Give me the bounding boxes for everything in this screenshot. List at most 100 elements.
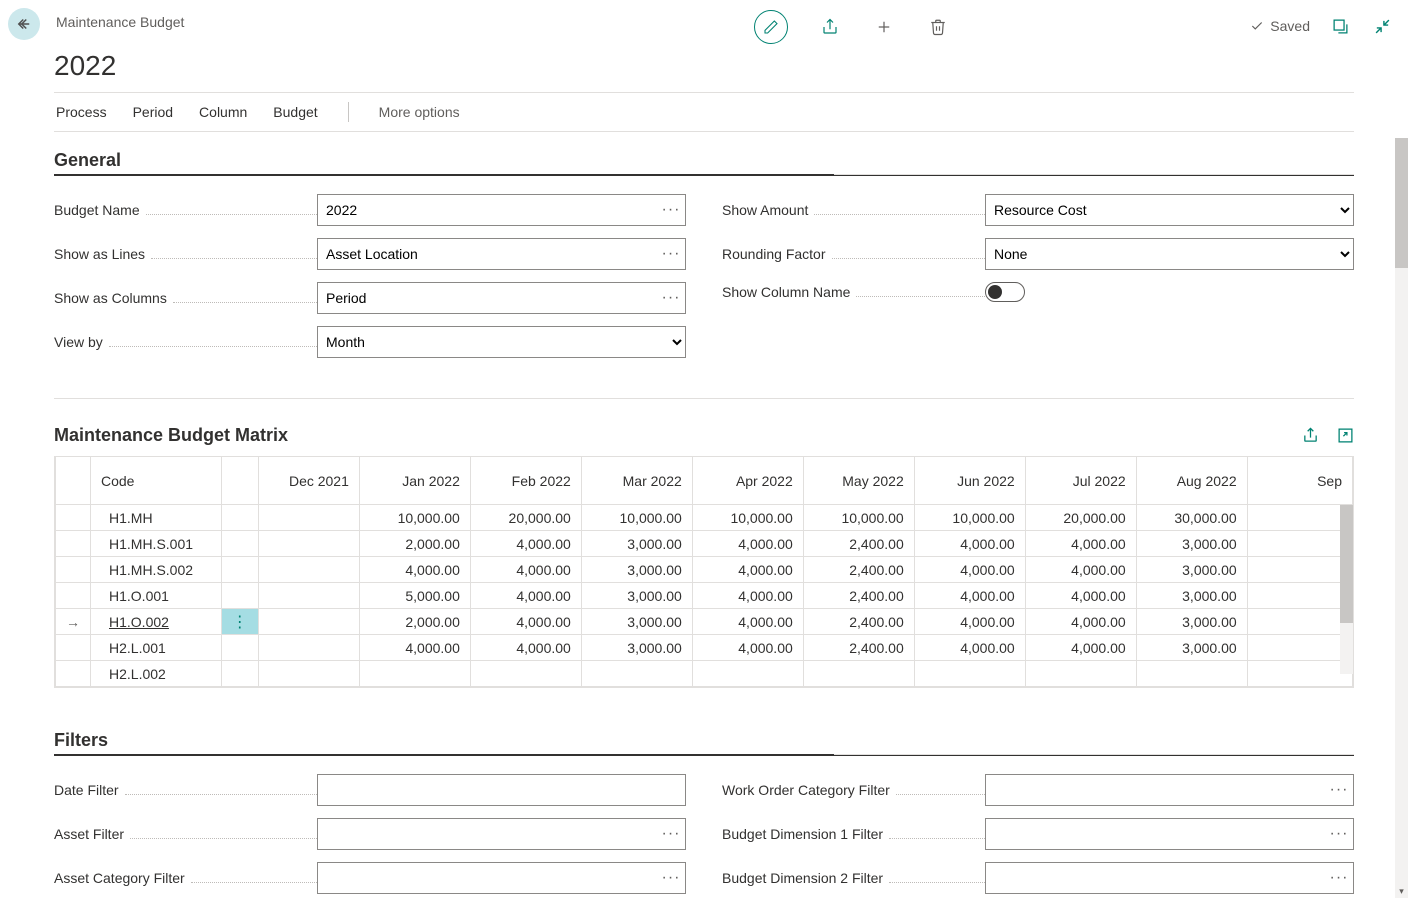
matrix-header-month[interactable]: Mar 2022 — [581, 457, 692, 505]
table-row[interactable]: →H1.O.002⋮2,000.004,000.003,000.004,000.… — [56, 609, 1353, 635]
matrix-header-month[interactable]: Feb 2022 — [470, 457, 581, 505]
lookup-budget_dim_1_filter[interactable]: ··· — [1325, 819, 1353, 849]
matrix-cell[interactable] — [1247, 635, 1352, 661]
matrix-cell[interactable] — [803, 661, 914, 687]
matrix-cell[interactable]: 4,000.00 — [1025, 609, 1136, 635]
matrix-cell[interactable]: 3,000.00 — [581, 583, 692, 609]
table-row[interactable]: H1.MH.S.0012,000.004,000.003,000.004,000… — [56, 531, 1353, 557]
matrix-cell[interactable]: 3,000.00 — [1136, 583, 1247, 609]
matrix-cell[interactable] — [914, 661, 1025, 687]
edit-button[interactable] — [754, 10, 788, 44]
lookup-budget-name[interactable]: ··· — [657, 195, 685, 225]
matrix-cell[interactable] — [258, 635, 359, 661]
input-date_filter[interactable] — [317, 774, 686, 806]
matrix-cell[interactable] — [258, 505, 359, 531]
row-code[interactable]: H1.MH.S.002 — [109, 562, 193, 578]
matrix-cell[interactable] — [1247, 505, 1352, 531]
row-code[interactable]: H1.O.001 — [109, 588, 169, 604]
matrix-cell[interactable]: 10,000.00 — [359, 505, 470, 531]
table-row[interactable]: H1.MH10,000.0020,000.0010,000.0010,000.0… — [56, 505, 1353, 531]
matrix-cell[interactable]: 5,000.00 — [359, 583, 470, 609]
input-show-as-cols[interactable]: ··· — [317, 282, 686, 314]
matrix-cell[interactable] — [1025, 661, 1136, 687]
menu-column[interactable]: Column — [199, 104, 247, 120]
back-button[interactable] — [8, 8, 40, 40]
matrix-header-month[interactable]: Sep — [1247, 457, 1352, 505]
matrix-cell[interactable]: 2,400.00 — [803, 557, 914, 583]
matrix-cell[interactable]: 3,000.00 — [1136, 609, 1247, 635]
matrix-cell[interactable]: 4,000.00 — [470, 557, 581, 583]
matrix-cell[interactable]: 4,000.00 — [470, 609, 581, 635]
matrix-header-month[interactable]: Aug 2022 — [1136, 457, 1247, 505]
input-date_filter-field[interactable] — [318, 782, 685, 798]
table-row[interactable]: H2.L.0014,000.004,000.003,000.004,000.00… — [56, 635, 1353, 661]
table-row[interactable]: H2.L.002 — [56, 661, 1353, 687]
select-show-amount[interactable]: Resource Cost — [986, 201, 1353, 219]
matrix-cell[interactable]: 4,000.00 — [359, 635, 470, 661]
menu-period[interactable]: Period — [133, 104, 173, 120]
row-code[interactable]: H1.MH — [109, 510, 153, 526]
input-view-by[interactable]: Month — [317, 326, 686, 358]
matrix-cell[interactable]: 20,000.00 — [470, 505, 581, 531]
select-view-by[interactable]: Month — [318, 333, 685, 351]
menu-more-options[interactable]: More options — [379, 104, 460, 120]
lookup-work_order_category_filter[interactable]: ··· — [1325, 775, 1353, 805]
matrix-cell[interactable] — [258, 609, 359, 635]
matrix-cell[interactable]: 2,000.00 — [359, 609, 470, 635]
matrix-cell[interactable]: 3,000.00 — [1136, 531, 1247, 557]
matrix-cell[interactable]: 4,000.00 — [692, 635, 803, 661]
matrix-cell[interactable]: 2,400.00 — [803, 583, 914, 609]
matrix-header-month[interactable]: Jun 2022 — [914, 457, 1025, 505]
input-asset_filter[interactable]: ··· — [317, 818, 686, 850]
matrix-cell[interactable]: 3,000.00 — [581, 635, 692, 661]
matrix-expand-icon[interactable] — [1337, 427, 1354, 444]
matrix-cell[interactable]: 4,000.00 — [914, 609, 1025, 635]
matrix-cell[interactable]: 3,000.00 — [581, 557, 692, 583]
matrix-cell[interactable]: 4,000.00 — [692, 557, 803, 583]
input-budget-name-field[interactable] — [318, 202, 657, 218]
input-work_order_category_filter-field[interactable] — [986, 782, 1325, 798]
matrix-cell[interactable] — [258, 531, 359, 557]
input-budget_dim_1_filter[interactable]: ··· — [985, 818, 1354, 850]
input-show-as-lines-field[interactable] — [318, 246, 657, 262]
select-rounding[interactable]: None — [986, 245, 1353, 263]
matrix-cell[interactable]: 2,400.00 — [803, 609, 914, 635]
matrix-cell[interactable]: 20,000.00 — [1025, 505, 1136, 531]
matrix-cell[interactable]: 4,000.00 — [1025, 531, 1136, 557]
table-row[interactable]: H1.O.0015,000.004,000.003,000.004,000.00… — [56, 583, 1353, 609]
lookup-show-as-cols[interactable]: ··· — [657, 283, 685, 313]
matrix-cell[interactable] — [581, 661, 692, 687]
matrix-cell[interactable]: 10,000.00 — [581, 505, 692, 531]
matrix-cell[interactable]: 4,000.00 — [914, 531, 1025, 557]
row-code[interactable]: H1.MH.S.001 — [109, 536, 193, 552]
delete-button[interactable] — [926, 15, 950, 39]
matrix-cell[interactable] — [359, 661, 470, 687]
matrix-cell[interactable]: 4,000.00 — [470, 531, 581, 557]
page-vertical-scrollbar[interactable]: ▾ — [1395, 138, 1408, 898]
input-budget-name[interactable]: ··· — [317, 194, 686, 226]
matrix-cell[interactable]: 4,000.00 — [1025, 557, 1136, 583]
matrix-cell[interactable]: 2,400.00 — [803, 635, 914, 661]
matrix-cell[interactable]: 4,000.00 — [470, 635, 581, 661]
matrix-header-month[interactable]: Dec 2021 — [258, 457, 359, 505]
matrix-share-icon[interactable] — [1302, 427, 1319, 444]
new-button[interactable] — [872, 15, 896, 39]
matrix-cell[interactable]: 4,000.00 — [692, 609, 803, 635]
input-show-amount[interactable]: Resource Cost — [985, 194, 1354, 226]
matrix-header-month[interactable]: Jul 2022 — [1025, 457, 1136, 505]
matrix-cell[interactable] — [1247, 557, 1352, 583]
lookup-show-as-lines[interactable]: ··· — [657, 239, 685, 269]
menu-budget[interactable]: Budget — [273, 104, 317, 120]
matrix-cell[interactable]: 4,000.00 — [914, 635, 1025, 661]
matrix-cell[interactable]: 4,000.00 — [692, 531, 803, 557]
scroll-down-icon[interactable]: ▾ — [1395, 885, 1408, 898]
matrix-header-month[interactable]: Apr 2022 — [692, 457, 803, 505]
input-show-as-lines[interactable]: ··· — [317, 238, 686, 270]
row-code[interactable]: H1.O.002 — [109, 614, 169, 630]
popout-button[interactable] — [1328, 14, 1352, 38]
matrix-cell[interactable]: 3,000.00 — [581, 531, 692, 557]
menu-process[interactable]: Process — [56, 104, 107, 120]
share-button[interactable] — [818, 15, 842, 39]
matrix-cell[interactable]: 4,000.00 — [470, 583, 581, 609]
input-budget_dim_1_filter-field[interactable] — [986, 826, 1325, 842]
